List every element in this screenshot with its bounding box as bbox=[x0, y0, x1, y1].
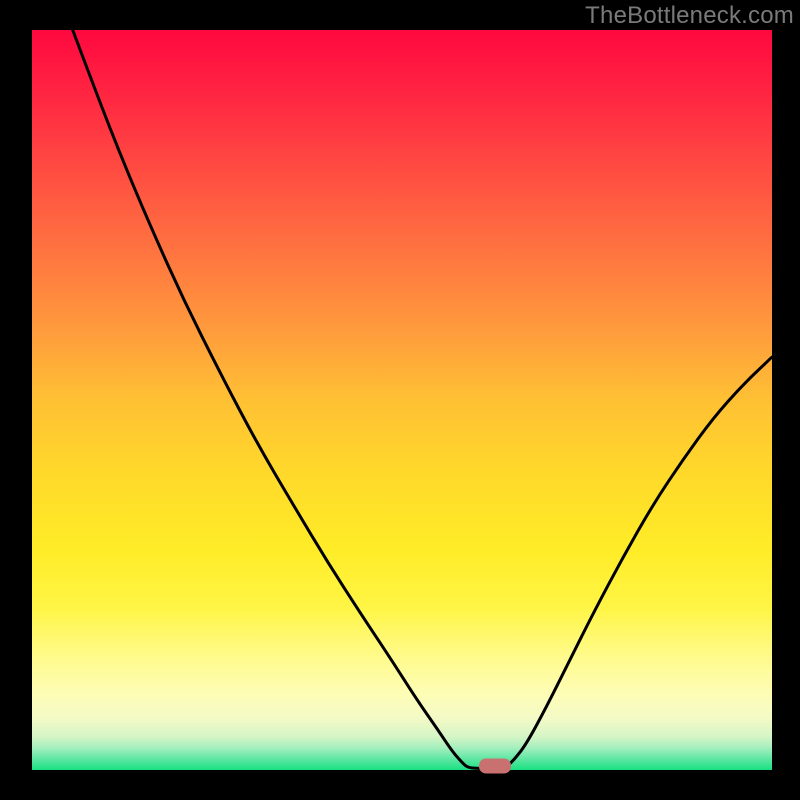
optimal-marker bbox=[479, 759, 511, 774]
gradient-background bbox=[32, 30, 772, 770]
bottleneck-plot bbox=[32, 30, 772, 770]
watermark-label: TheBottleneck.com bbox=[585, 2, 794, 30]
stage: TheBottleneck.com bbox=[0, 0, 800, 800]
